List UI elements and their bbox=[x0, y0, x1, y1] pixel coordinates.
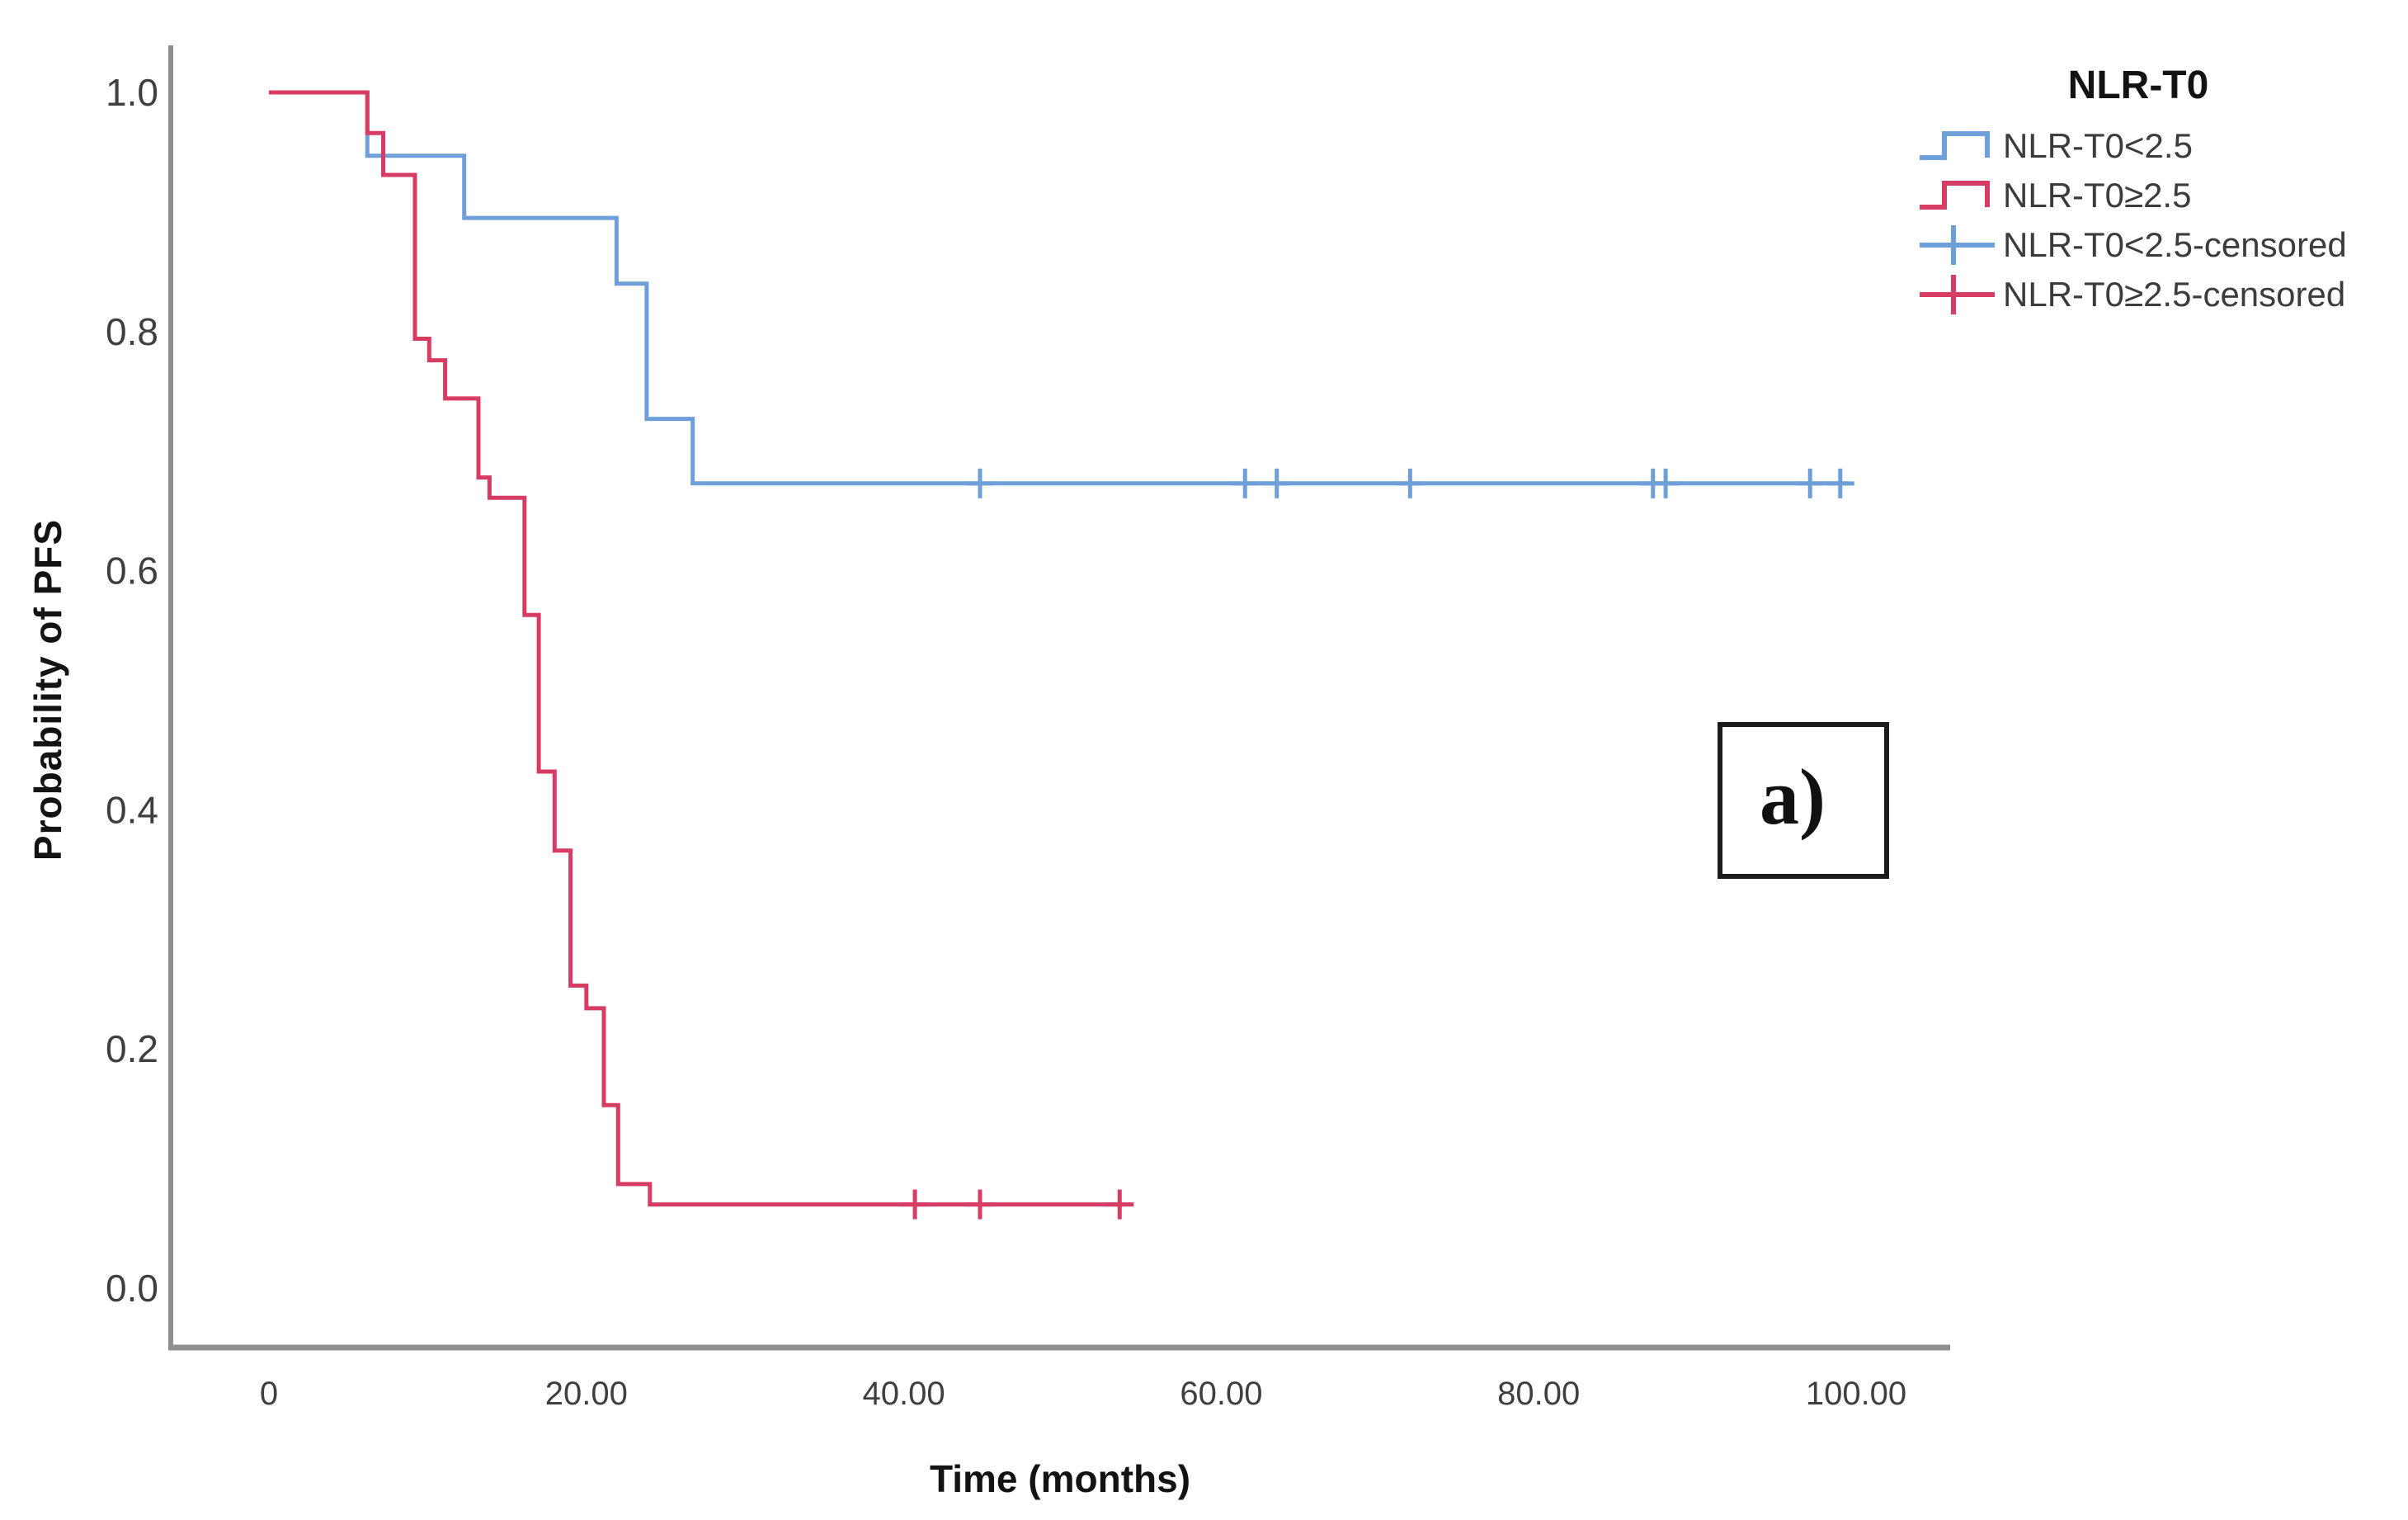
panel-annotation-box: a) bbox=[1718, 722, 1889, 879]
y-tick-label: 0.8 bbox=[106, 310, 158, 353]
x-axis-title: Time (months) bbox=[929, 1457, 1191, 1500]
y-tick-label: 0.0 bbox=[106, 1267, 158, 1310]
legend-item: NLR-T0≥2.5 bbox=[1918, 171, 2405, 220]
y-tick-label: 1.0 bbox=[106, 71, 158, 114]
blue-censored-plus-icon bbox=[1920, 225, 1995, 265]
legend-item-label: NLR-T0≥2.5-censored bbox=[2003, 275, 2346, 314]
x-tick-label: 100.00 bbox=[1806, 1376, 1906, 1412]
x-tick-label: 60.00 bbox=[1180, 1376, 1262, 1412]
y-tick-label: 0.2 bbox=[106, 1027, 158, 1070]
x-tick-label: 0 bbox=[260, 1376, 278, 1412]
y-axis-title: Probability of PFS bbox=[26, 518, 69, 861]
panel-annotation-label: a) bbox=[1760, 752, 1826, 841]
red-step-line-icon bbox=[1920, 181, 1990, 210]
y-tick-label: 0.4 bbox=[106, 788, 158, 831]
legend: NLR-T0 NLR-T0<2.5 NLR-T0≥2.5 NLR-T0<2.5-… bbox=[1918, 63, 2405, 319]
x-tick-label: 40.00 bbox=[863, 1376, 945, 1412]
blue-step-line-icon bbox=[1920, 131, 1990, 160]
legend-title: NLR-T0 bbox=[2067, 64, 2209, 107]
legend-item-label: NLR-T0<2.5 bbox=[2003, 126, 2193, 165]
survival-curve-blue bbox=[269, 90, 1849, 486]
x-tick-label: 80.00 bbox=[1497, 1376, 1580, 1412]
x-tick-label: 20.00 bbox=[545, 1376, 628, 1412]
legend-item: NLR-T0<2.5-censored bbox=[1918, 220, 2405, 270]
red-censored-plus-icon bbox=[1920, 275, 1995, 314]
legend-item-label: NLR-T0≥2.5 bbox=[2003, 176, 2192, 215]
legend-item-label: NLR-T0<2.5-censored bbox=[2003, 225, 2347, 264]
y-tick-label: 0.6 bbox=[106, 550, 158, 592]
legend-item: NLR-T0≥2.5-censored bbox=[1918, 270, 2405, 319]
survival-curve-red bbox=[269, 90, 1126, 1207]
legend-item: NLR-T0<2.5 bbox=[1918, 121, 2405, 171]
